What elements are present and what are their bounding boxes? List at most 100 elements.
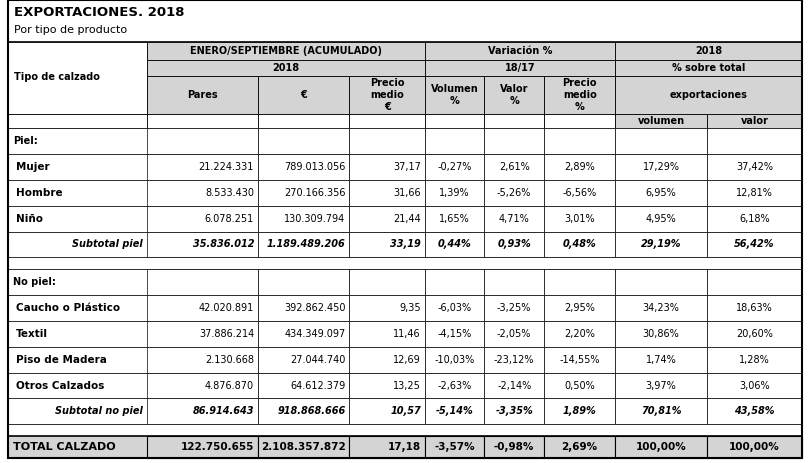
- Bar: [349, 206, 425, 232]
- Text: -0,27%: -0,27%: [437, 162, 471, 172]
- Bar: [616, 206, 706, 232]
- Text: -2,63%: -2,63%: [437, 381, 471, 390]
- Bar: [147, 180, 258, 206]
- Text: -4,15%: -4,15%: [437, 329, 471, 339]
- Bar: [425, 206, 484, 232]
- Bar: [8, 295, 802, 321]
- Bar: [544, 154, 616, 180]
- Text: 789.013.056: 789.013.056: [284, 162, 345, 172]
- Bar: [616, 76, 802, 114]
- Bar: [258, 399, 349, 425]
- Bar: [147, 114, 258, 128]
- Text: 37.886.214: 37.886.214: [199, 329, 254, 339]
- Text: 29,19%: 29,19%: [641, 239, 681, 250]
- Bar: [425, 321, 484, 347]
- Bar: [8, 257, 802, 269]
- Bar: [616, 42, 802, 60]
- Text: valor: valor: [740, 116, 769, 126]
- Bar: [147, 206, 258, 232]
- Text: 270.166.356: 270.166.356: [284, 188, 345, 198]
- Text: Precio
medio
€: Precio medio €: [370, 78, 404, 112]
- Text: 2,20%: 2,20%: [565, 329, 595, 339]
- Bar: [258, 128, 349, 154]
- Bar: [544, 76, 616, 114]
- Text: 17,18: 17,18: [388, 442, 421, 452]
- Bar: [147, 128, 258, 154]
- Bar: [706, 232, 802, 257]
- Bar: [544, 114, 616, 128]
- Text: 0,44%: 0,44%: [437, 239, 471, 250]
- Text: TOTAL CALZADO: TOTAL CALZADO: [13, 442, 116, 452]
- Bar: [8, 0, 802, 42]
- Bar: [544, 269, 616, 295]
- Bar: [425, 128, 484, 154]
- Text: 70,81%: 70,81%: [641, 407, 681, 416]
- Text: -6,56%: -6,56%: [563, 188, 597, 198]
- Text: -5,14%: -5,14%: [436, 407, 474, 416]
- Bar: [616, 180, 706, 206]
- Text: 35.836.012: 35.836.012: [193, 239, 254, 250]
- Bar: [349, 114, 425, 128]
- Bar: [8, 399, 802, 425]
- Bar: [425, 436, 484, 458]
- Bar: [147, 60, 425, 76]
- Bar: [484, 232, 544, 257]
- Text: Por tipo de producto: Por tipo de producto: [14, 25, 127, 35]
- Text: -14,55%: -14,55%: [560, 355, 600, 365]
- Text: 3,06%: 3,06%: [739, 381, 770, 390]
- Bar: [484, 347, 544, 373]
- Text: 37,42%: 37,42%: [735, 162, 773, 172]
- Bar: [706, 269, 802, 295]
- Text: 37,17: 37,17: [393, 162, 421, 172]
- Bar: [258, 321, 349, 347]
- Text: 86.914.643: 86.914.643: [193, 407, 254, 416]
- Bar: [425, 373, 484, 399]
- Bar: [349, 295, 425, 321]
- Bar: [349, 269, 425, 295]
- Text: 27.044.740: 27.044.740: [290, 355, 345, 365]
- Bar: [425, 76, 484, 114]
- Bar: [484, 154, 544, 180]
- Text: 31,66: 31,66: [393, 188, 421, 198]
- Text: Pares: Pares: [187, 90, 218, 100]
- Bar: [484, 269, 544, 295]
- Bar: [349, 232, 425, 257]
- Text: 100,00%: 100,00%: [729, 442, 780, 452]
- Bar: [706, 154, 802, 180]
- Bar: [349, 436, 425, 458]
- Bar: [484, 76, 544, 114]
- Bar: [8, 425, 802, 436]
- Bar: [147, 154, 258, 180]
- Bar: [8, 180, 802, 206]
- Text: 13,25: 13,25: [393, 381, 421, 390]
- Bar: [349, 154, 425, 180]
- Bar: [258, 76, 349, 114]
- Bar: [425, 232, 484, 257]
- Bar: [484, 206, 544, 232]
- Bar: [484, 180, 544, 206]
- Bar: [616, 232, 706, 257]
- Bar: [484, 295, 544, 321]
- Text: Precio
medio
%: Precio medio %: [562, 78, 597, 112]
- Text: Subtotal no piel: Subtotal no piel: [55, 407, 143, 416]
- Text: Piso de Madera: Piso de Madera: [16, 355, 107, 365]
- Text: -23,12%: -23,12%: [494, 355, 535, 365]
- Text: 4,95%: 4,95%: [646, 213, 676, 224]
- Bar: [349, 399, 425, 425]
- Text: 100,00%: 100,00%: [636, 442, 686, 452]
- Bar: [349, 128, 425, 154]
- Bar: [258, 154, 349, 180]
- Bar: [8, 347, 802, 373]
- Text: 21.224.331: 21.224.331: [198, 162, 254, 172]
- Text: Subtotal piel: Subtotal piel: [72, 239, 143, 250]
- Text: Variación %: Variación %: [488, 46, 552, 56]
- Text: 12,69: 12,69: [393, 355, 421, 365]
- Bar: [425, 180, 484, 206]
- Bar: [8, 232, 802, 257]
- Text: 2.130.668: 2.130.668: [205, 355, 254, 365]
- Text: Hombre: Hombre: [16, 188, 62, 198]
- Bar: [8, 373, 802, 399]
- Text: Textil: Textil: [16, 329, 48, 339]
- Bar: [706, 436, 802, 458]
- Text: 2,95%: 2,95%: [565, 303, 595, 313]
